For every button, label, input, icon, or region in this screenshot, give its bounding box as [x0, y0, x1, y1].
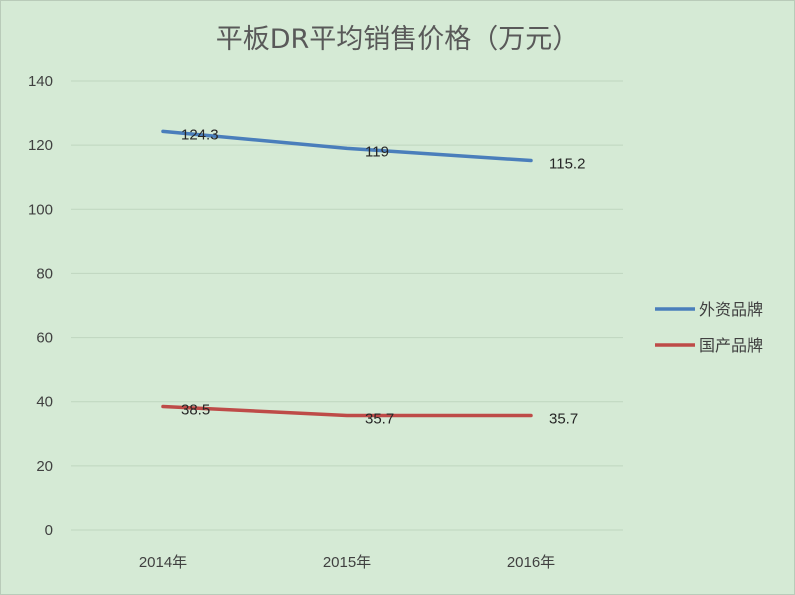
data-label-1-2: 35.7: [549, 411, 578, 428]
data-label-1-1: 35.7: [365, 411, 394, 428]
x-axis: 2014年 2015年 2016年: [139, 554, 555, 571]
series-lines: [161, 129, 533, 418]
legend-label-1: 国产品牌: [699, 337, 763, 355]
y-tick-label-140: 140: [28, 73, 53, 90]
y-tick-label-20: 20: [36, 458, 53, 475]
data-point-0-0: [161, 129, 165, 133]
data-label-0-0: 124.3: [181, 126, 219, 143]
data-label-0-1: 119: [365, 143, 389, 160]
legend-label-0: 外资品牌: [699, 301, 763, 319]
x-tick-label-0: 2014年: [139, 554, 187, 571]
y-tick-label-80: 80: [36, 265, 53, 282]
y-tick-label-60: 60: [36, 330, 53, 347]
data-point-1-2: [529, 414, 533, 418]
data-point-1-1: [345, 414, 349, 418]
data-point-0-1: [345, 146, 349, 150]
data-point-1-0: [161, 405, 165, 409]
y-tick-label-120: 120: [28, 137, 53, 154]
data-label-0-2: 115.2: [549, 156, 585, 173]
data-point-0-2: [529, 159, 533, 163]
x-tick-label-1: 2015年: [323, 554, 371, 571]
x-tick-label-2: 2016年: [507, 554, 555, 571]
y-tick-label-40: 40: [36, 394, 53, 411]
chart-title: 平板DR平均销售价格（万元）: [215, 24, 580, 55]
y-tick-label-100: 100: [28, 201, 53, 218]
data-labels: 124.3 119 115.2 38.5 35.7 35.7: [181, 126, 585, 427]
data-label-1-0: 38.5: [181, 402, 210, 419]
y-tick-label-0: 0: [45, 522, 53, 539]
y-axis: 0 20 40 60 80 100 120 140: [28, 73, 53, 539]
gridlines: [71, 80, 623, 531]
